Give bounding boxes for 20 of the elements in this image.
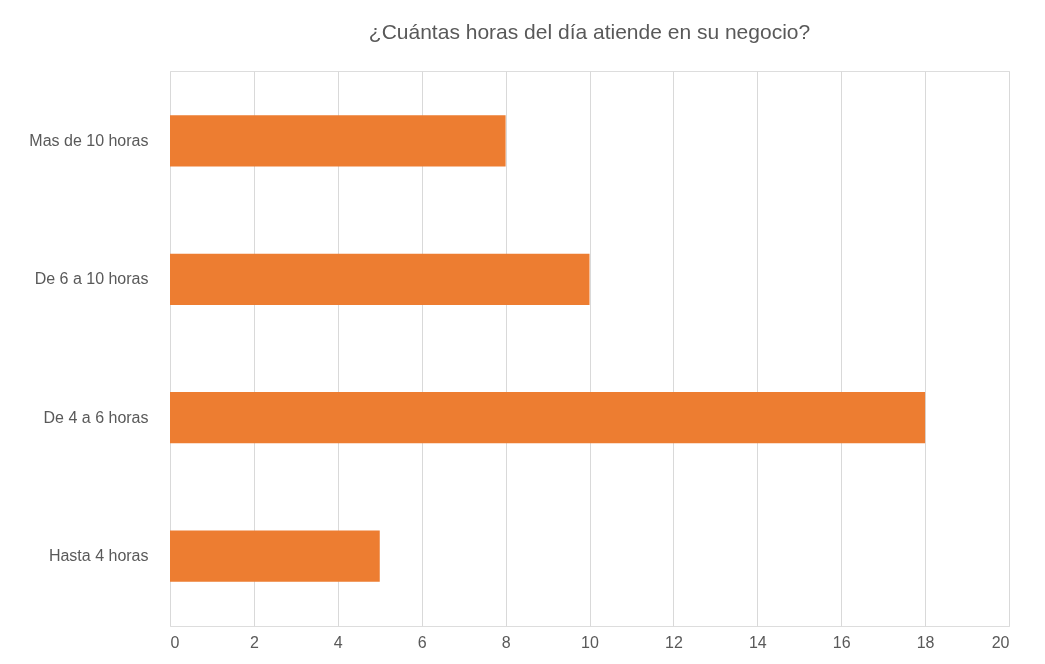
y-tick-label: De 6 a 10 horas	[34, 270, 149, 288]
bar	[170, 530, 380, 582]
x-tick-label: 18	[916, 633, 935, 651]
x-tick-label: 0	[170, 633, 180, 651]
x-tick-label: 14	[748, 633, 767, 651]
bar	[170, 253, 590, 305]
bar	[170, 115, 506, 167]
x-tick-label: 4	[333, 633, 343, 651]
x-tick-label: 10	[581, 633, 599, 651]
chart-title: ¿Cuántas horas del día atiende en su negocio?	[368, 20, 811, 43]
bar	[170, 392, 926, 444]
x-tick-label: 16	[832, 633, 851, 651]
x-tick-label: 20	[991, 633, 1010, 651]
y-tick-label: De 4 a 6 horas	[43, 408, 149, 426]
y-tick-label: Mas de 10 horas	[29, 131, 149, 149]
y-tick-label: Hasta 4 horas	[48, 547, 149, 565]
x-tick-label: 12	[665, 633, 683, 651]
x-tick-label: 6	[417, 633, 427, 651]
x-tick-label: 8	[501, 633, 511, 651]
x-tick-label: 2	[249, 633, 259, 651]
